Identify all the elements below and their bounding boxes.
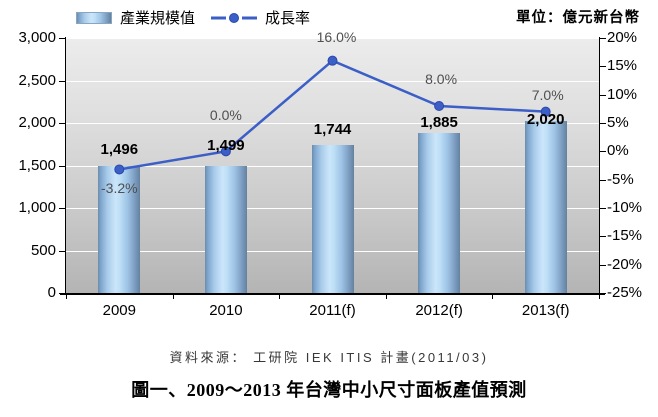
x-axis-category-label: 2009: [102, 302, 136, 319]
y-axis-left-tick-label: 1,500: [18, 156, 56, 174]
y-axis-left-tick-label: 500: [30, 241, 56, 259]
x-axis-category-label: 2011(f): [309, 302, 356, 319]
bar: [204, 165, 247, 293]
y-axis-right-tick: [600, 236, 606, 238]
x-axis-tick: [492, 295, 494, 299]
y-axis-right-tick-label: 10%: [607, 85, 638, 103]
growth-rate-line: [114, 55, 551, 175]
growth-point-label: 8.0%: [425, 71, 458, 87]
bar-value-label: 1,499: [207, 136, 245, 154]
y-axis-right-tick: [600, 151, 606, 153]
y-axis-left-tick-label: 3,000: [18, 29, 56, 46]
y-axis-right-tick: [600, 208, 606, 209]
y-axis-right-line: [599, 37, 600, 293]
bar: [98, 165, 141, 293]
y-axis-left-tick: [59, 38, 65, 39]
y-axis-right-tick-label: 5%: [607, 114, 629, 131]
legend-label-bar-series: 產業規模值: [120, 10, 196, 27]
legend-item-line-series: 成長率: [211, 7, 310, 28]
x-axis-tick: [172, 295, 174, 299]
x-axis-tick: [279, 295, 281, 299]
y-axis-left-tick: [59, 293, 65, 294]
y-axis-left-tick-label: 0: [47, 284, 56, 301]
legend-item-bar-series: 產業規模值: [76, 7, 195, 28]
y-axis-left-tick-label: 1,000: [18, 199, 56, 216]
y-axis-right-tick: [600, 293, 606, 294]
gridline: [66, 123, 599, 124]
growth-point-label: 0.0%: [209, 107, 242, 124]
y-axis-right-tick-label: 0%: [607, 142, 629, 160]
x-axis-line: [60, 293, 605, 295]
y-axis-right-tick-label: -5%: [607, 170, 634, 188]
bar: [418, 132, 461, 293]
y-axis-right-tick-label: -15%: [607, 227, 643, 245]
bar-value-label: 1,496: [100, 140, 139, 158]
y-axis-left-tick: [59, 123, 65, 124]
y-axis-left-tick: [59, 80, 65, 82]
x-axis-category-label: 2012(f): [415, 302, 463, 319]
x-axis-tick: [385, 295, 387, 299]
legend-label-line-series: 成長率: [265, 10, 311, 27]
bar: [524, 121, 567, 293]
line-marker-icon: [211, 12, 258, 23]
y-axis-right-tick: [600, 123, 606, 124]
y-axis-left-tick: [59, 208, 65, 209]
bar-value-label: 2,020: [526, 111, 565, 129]
y-axis-right-tick-label: -10%: [607, 199, 643, 216]
growth-point-label: 7.0%: [531, 86, 564, 103]
y-axis-right-tick: [600, 38, 606, 39]
y-axis-right-tick-label: -20%: [607, 255, 643, 273]
growth-point-marker: [327, 55, 338, 66]
bar-value-label: 1,885: [420, 113, 458, 131]
unit-label: 單位：億元新台幣: [516, 10, 640, 26]
growth-point-label: 16.0%: [316, 28, 357, 45]
growth-point-marker: [434, 101, 445, 111]
y-axis-right-tick: [600, 179, 606, 181]
x-axis-category-label: 2010: [209, 302, 243, 319]
y-axis-left-tick: [59, 250, 65, 252]
growth-point-label: -3.2%: [101, 180, 138, 197]
x-axis-tick: [66, 295, 67, 299]
plot-area: [66, 38, 599, 293]
y-axis-right-tick-label: 15%: [607, 57, 638, 75]
y-axis-left-tick-label: 2,500: [18, 71, 56, 89]
legend: 產業規模值 成長率: [76, 7, 310, 28]
bar-value-label: 1,744: [313, 120, 352, 138]
gridline: [66, 38, 599, 39]
y-axis-right-tick: [600, 66, 606, 68]
y-axis-right-tick-label: 20%: [607, 29, 638, 46]
y-axis-right-tick-label: -25%: [607, 284, 643, 301]
growth-point-marker: [220, 146, 231, 157]
y-axis-right-tick: [600, 264, 606, 266]
bar-swatch-icon: [76, 11, 112, 24]
source-note: 資料來源： 工研院 IEK ITIS 計畫(2011/03): [169, 350, 489, 365]
growth-point-marker: [540, 106, 551, 117]
gridline: [66, 80, 599, 82]
y-axis-left-line: [65, 37, 66, 293]
bar: [311, 144, 354, 293]
x-axis-category-label: 2013(f): [521, 302, 570, 319]
growth-point-marker: [114, 164, 125, 175]
figure-caption: 圖一、2009～2013 年台灣中小尺寸面板產值預測: [131, 380, 527, 400]
y-axis-left-tick: [59, 165, 65, 167]
x-axis-tick: [599, 295, 600, 299]
y-axis-left-tick-label: 2,000: [18, 114, 56, 131]
y-axis-right-tick: [600, 94, 606, 96]
